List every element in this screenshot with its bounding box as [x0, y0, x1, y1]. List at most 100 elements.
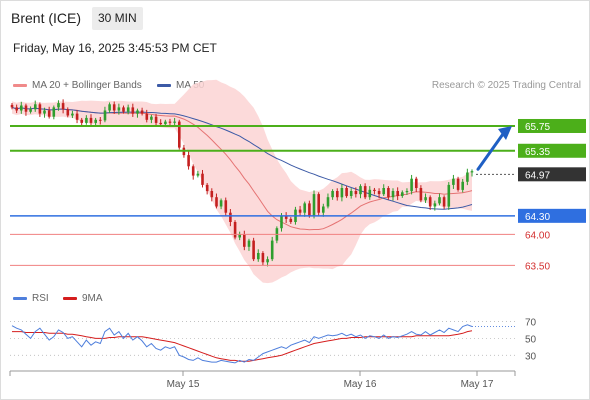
candle-body	[298, 209, 302, 213]
candlestick	[47, 106, 51, 119]
pivot-tag	[518, 208, 586, 223]
last-price-label: 64.97	[525, 170, 550, 181]
candle-body	[29, 109, 32, 112]
bollinger-band	[12, 79, 472, 284]
candlestick	[354, 187, 358, 198]
candlestick	[34, 100, 37, 112]
candle-body	[452, 178, 455, 185]
rsi-tick-label: 50	[525, 334, 537, 345]
candle-body	[15, 107, 18, 111]
candle-body	[415, 178, 418, 188]
candlestick	[466, 168, 469, 186]
candlestick	[126, 104, 130, 115]
candle-body	[401, 192, 404, 196]
rsi-line	[11, 324, 473, 364]
candlestick	[210, 188, 214, 202]
candlestick	[340, 184, 344, 202]
candlestick	[108, 102, 111, 114]
candle-body	[442, 197, 446, 207]
candle-body	[317, 194, 320, 213]
candle-body	[470, 171, 474, 173]
candle-body	[108, 104, 111, 111]
candle-body	[71, 113, 74, 116]
candle-body	[336, 191, 339, 198]
candlestick	[452, 174, 455, 189]
candlestick	[191, 164, 195, 180]
instrument-title: Brent (ICE)	[11, 10, 82, 26]
candlestick	[71, 110, 74, 119]
forecast-arrow-shaft	[476, 132, 505, 171]
support-label: 64.00	[525, 230, 550, 241]
candle-body	[164, 121, 167, 125]
candlestick	[15, 104, 18, 114]
candlestick	[270, 236, 274, 262]
candle-body	[154, 116, 158, 123]
candlestick	[154, 113, 158, 127]
forecast-arrow-head	[498, 125, 512, 140]
x-tick-label: May 16	[344, 379, 377, 390]
candle-body	[201, 173, 204, 185]
candlestick	[391, 188, 395, 201]
legend-ma50: MA 50	[157, 80, 204, 91]
candle-body	[85, 117, 88, 123]
timeframe-button[interactable]: 30 MIN	[92, 7, 143, 30]
candle-body	[191, 166, 195, 176]
candle-body	[461, 181, 464, 190]
candle-body	[112, 104, 116, 111]
candlestick	[349, 188, 353, 199]
candlestick	[99, 116, 102, 125]
credit-text: Research © 2025 Trading Central	[431, 80, 581, 91]
candlestick	[447, 182, 451, 210]
candle-body	[243, 234, 246, 247]
legend-bollinger-label: MA 20 + Bollinger Bands	[32, 80, 142, 91]
candle-body	[215, 197, 218, 207]
datetime-label: Friday, May 16, 2025 3:45:53 PM CET	[13, 41, 217, 55]
candlestick	[261, 251, 265, 266]
candle-body	[20, 105, 23, 111]
candle-body	[52, 107, 56, 117]
candlestick	[131, 103, 135, 117]
candlestick	[322, 203, 325, 217]
candlestick	[410, 174, 413, 195]
candle-body	[89, 117, 93, 123]
candle-body	[363, 186, 367, 198]
candle-body	[224, 200, 228, 213]
candlestick	[57, 100, 60, 111]
candle-body	[354, 191, 358, 195]
candle-body	[391, 191, 395, 198]
candle-body	[229, 212, 232, 222]
rsi-tick-label: 30	[525, 351, 537, 362]
resistance-label: 65.75	[525, 122, 550, 133]
candle-body	[359, 186, 362, 195]
candlestick	[43, 107, 46, 118]
candle-body	[187, 155, 190, 167]
candlestick	[150, 114, 153, 124]
candlestick	[257, 249, 260, 262]
candle-body	[270, 240, 274, 260]
candlestick	[298, 205, 302, 217]
candlestick	[85, 115, 88, 125]
candle-body	[99, 119, 102, 121]
candlestick	[201, 169, 204, 188]
candlestick	[345, 186, 348, 198]
legend-bollinger: MA 20 + Bollinger Bands	[13, 80, 142, 91]
candlestick	[38, 102, 42, 117]
support-label: 63.50	[525, 261, 550, 272]
candlestick	[456, 176, 460, 192]
candlestick	[229, 209, 232, 227]
candlestick	[112, 101, 116, 114]
candlestick	[326, 193, 330, 209]
candlestick	[401, 190, 404, 198]
candlestick	[117, 103, 121, 115]
candlestick	[442, 195, 446, 210]
candle-body	[24, 105, 28, 112]
candlestick	[284, 212, 288, 224]
candle-body	[43, 110, 46, 114]
candlestick	[224, 197, 228, 217]
candlestick	[136, 108, 139, 118]
resistance-tag	[518, 118, 586, 133]
candle-body	[94, 119, 97, 123]
candlestick	[24, 103, 28, 116]
candle-body	[280, 215, 283, 229]
